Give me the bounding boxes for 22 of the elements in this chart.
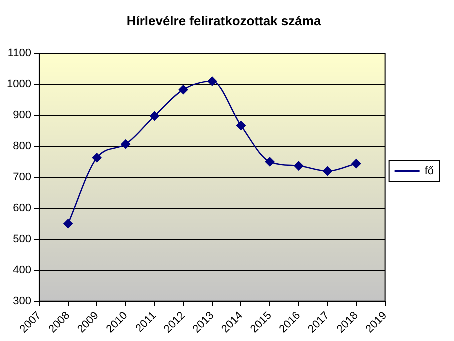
y-tick-label: 500 <box>13 233 32 246</box>
point <box>150 112 160 121</box>
y-tick-label: 800 <box>13 140 32 153</box>
legend-label: fő <box>424 166 434 178</box>
point <box>208 76 218 86</box>
point <box>178 85 188 94</box>
point <box>236 121 246 130</box>
y-tick-label: 1000 <box>6 78 32 91</box>
point <box>352 159 362 169</box>
point <box>265 157 275 167</box>
y-tick-label: 300 <box>13 295 32 308</box>
y-tick-label: 600 <box>13 202 32 214</box>
point <box>323 166 332 176</box>
chart-title: Hírlevélre feliratkozottak száma <box>126 13 322 28</box>
y-tick-label: 700 <box>13 172 32 184</box>
y-tick-label: 400 <box>13 264 32 276</box>
point <box>121 140 131 149</box>
point <box>92 153 102 163</box>
y-tick-label: 1100 <box>8 48 32 60</box>
point <box>64 219 73 229</box>
point <box>294 161 304 171</box>
y-tick-label: 900 <box>13 110 32 122</box>
